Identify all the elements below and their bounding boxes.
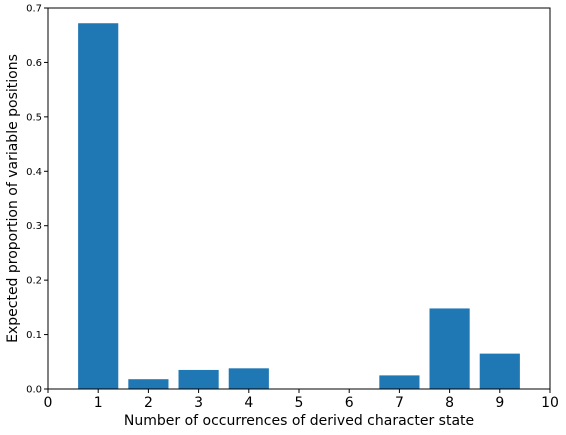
- bars-group: [78, 23, 520, 390]
- x-tick-label: 6: [345, 395, 354, 411]
- y-tick-label: 0.0: [26, 385, 42, 396]
- bar-2: [128, 379, 169, 389]
- y-tick-label: 0.3: [26, 221, 42, 232]
- bar-1: [78, 23, 119, 390]
- plot-frame: [47, 7, 551, 390]
- bar-3: [178, 369, 219, 389]
- y-tick-label: 0.7: [26, 4, 42, 15]
- y-axis-label: Expected proportion of variable position…: [5, 54, 21, 343]
- bar-7: [379, 375, 420, 389]
- x-tick-label: 10: [541, 395, 559, 411]
- bar-4: [228, 368, 269, 389]
- x-tick-label: 0: [44, 395, 53, 411]
- x-tick-label: 2: [144, 395, 153, 411]
- plot-area: [48, 8, 550, 389]
- y-tick-label: 0.5: [26, 112, 42, 123]
- x-tick-label: 9: [495, 395, 504, 411]
- x-tick-label: 8: [445, 395, 454, 411]
- y-tick-label: 0.1: [26, 330, 42, 341]
- bar-8: [429, 308, 470, 389]
- x-axis-label: Number of occurrences of derived charact…: [124, 413, 474, 429]
- x-ticks-group: 0 1 2 3 4 5 6 7 8 9 10: [44, 389, 559, 411]
- bar-9: [479, 353, 520, 389]
- x-tick-label: 1: [94, 395, 103, 411]
- y-tick-label: 0.2: [26, 276, 42, 287]
- y-tick-label: 0.4: [26, 167, 42, 178]
- y-ticks-group: 0.0 0.1 0.2 0.3 0.4 0.5 0.6 0.7: [26, 4, 48, 396]
- x-tick-label: 3: [194, 395, 203, 411]
- x-tick-label: 4: [244, 395, 253, 411]
- x-tick-label: 7: [395, 395, 404, 411]
- x-tick-label: 5: [295, 395, 304, 411]
- y-tick-label: 0.6: [26, 58, 42, 69]
